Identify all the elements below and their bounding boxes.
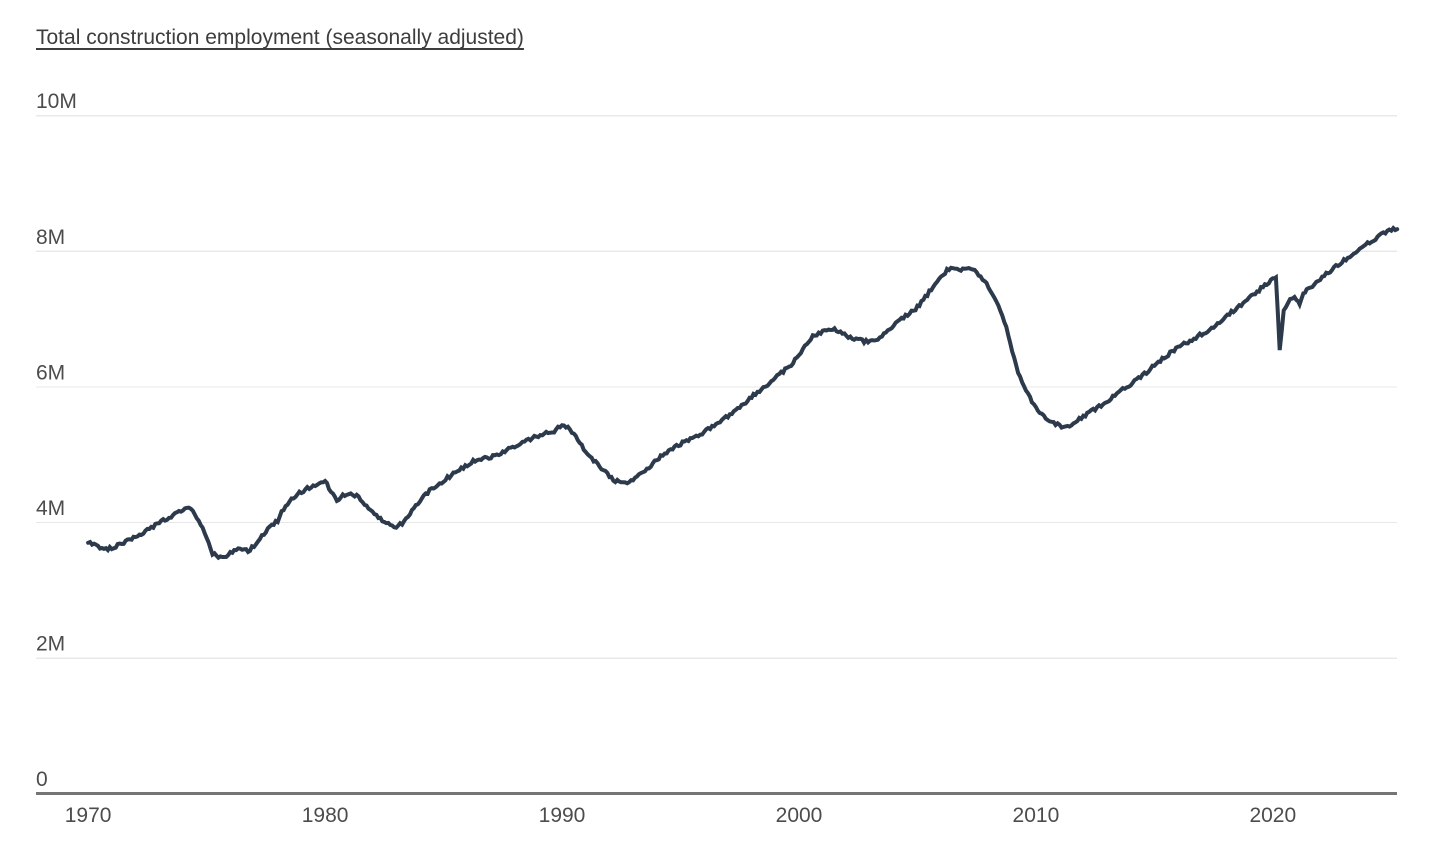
chart-title-link[interactable]: Total construction employment (seasonall… (36, 26, 524, 49)
y-tick-label-8M: 8M (36, 226, 65, 249)
employment-line-series (86, 225, 1400, 561)
y-tick-label-2M: 2M (36, 633, 65, 656)
x-tick-label-1980: 1980 (302, 804, 349, 827)
x-tick-label-2010: 2010 (1013, 804, 1060, 827)
x-tick-label-1990: 1990 (539, 804, 586, 827)
y-tick-label-6M: 6M (36, 361, 65, 384)
y-tick-label-4M: 4M (36, 497, 65, 520)
x-tick-label-2000: 2000 (776, 804, 823, 827)
y-tick-label-0: 0 (36, 768, 48, 791)
x-tick-label-1970: 1970 (65, 804, 112, 827)
y-tick-label-10M: 10M (36, 90, 77, 113)
x-tick-label-2020: 2020 (1249, 804, 1296, 827)
